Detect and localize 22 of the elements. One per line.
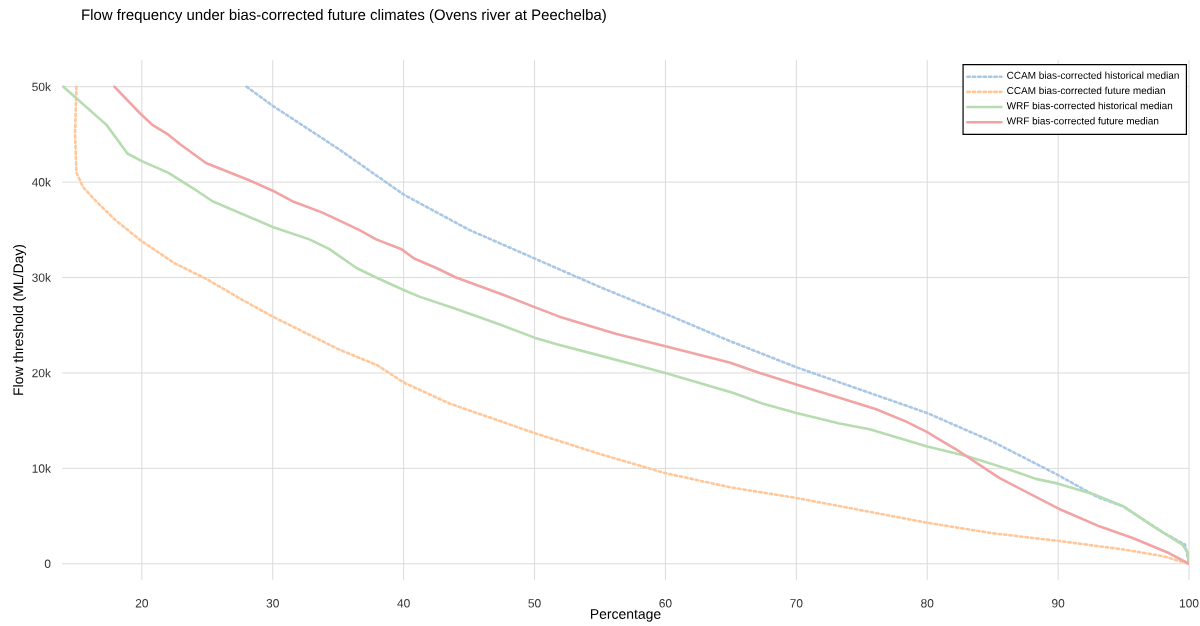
x-tick-label: 30 — [266, 599, 279, 608]
y-tick-label: 50k — [32, 82, 51, 92]
y-tick-label: 20k — [32, 368, 51, 378]
y-tick-label: 10k — [32, 463, 51, 473]
x-tick-label: 80 — [921, 599, 934, 608]
legend-label: CCAM bias-corrected future median — [1007, 86, 1165, 95]
y-tick-label: 0 — [44, 559, 51, 569]
y-axis-title: Flow threshold (ML/Day) — [13, 244, 27, 395]
x-tick-label: 70 — [790, 599, 803, 608]
y-tick-label: 30k — [32, 273, 51, 282]
x-tick-label: 60 — [659, 599, 672, 608]
legend-label: CCAM bias-corrected historical median — [1007, 71, 1179, 79]
x-tick-label: 40 — [397, 599, 410, 608]
x-axis-title: Percentage — [590, 609, 661, 622]
x-tick-label: 100 — [1179, 599, 1199, 608]
chart-title: Flow frequency under bias-corrected future climates (Ovens river at Peechelba) — [82, 9, 606, 23]
x-tick-label: 20 — [135, 599, 149, 608]
y-tick-label: 40k — [31, 177, 51, 187]
legend-label: WRF bias-corrected future median — [1006, 117, 1159, 125]
legend-label: WRF bias-corrected historical median — [1006, 101, 1173, 110]
x-tick-label: 50 — [528, 599, 541, 608]
x-tick-label: 90 — [1052, 599, 1065, 608]
